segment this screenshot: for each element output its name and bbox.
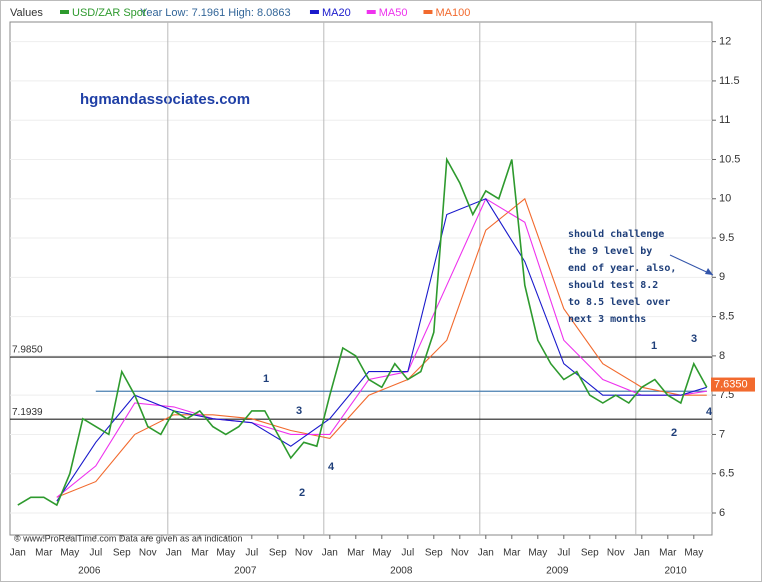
- note-line: end of year. also,: [568, 263, 676, 274]
- arrow-head: [705, 268, 713, 275]
- note-line: next 3 months: [568, 314, 646, 325]
- x-tick-label: Nov: [139, 548, 157, 559]
- y-tick-label: 12: [719, 36, 731, 48]
- y-tick-label: 9.5: [719, 232, 734, 244]
- legend-label: USD/ZAR Spot: [72, 7, 146, 19]
- x-tick-label: Mar: [191, 548, 209, 559]
- x-tick-label: May: [216, 548, 235, 559]
- reference-label: 7.1939: [12, 407, 43, 418]
- wave-label: 1: [651, 340, 657, 352]
- x-tick-label: May: [60, 548, 79, 559]
- header-note: Year Low: 7.1961 High: 8.0863: [140, 7, 291, 19]
- legend-label: MA100: [435, 7, 470, 19]
- x-tick-label: Jan: [10, 548, 26, 559]
- y-tick-label: 8.5: [719, 311, 734, 323]
- x-tick-label: Mar: [347, 548, 365, 559]
- legend-swatch: [309, 10, 319, 14]
- x-tick-label: Sep: [581, 548, 599, 559]
- x-tick-label: Jul: [401, 548, 414, 559]
- wave-label: 4: [328, 461, 335, 473]
- x-tick-label: May: [684, 548, 703, 559]
- x-tick-label: Jan: [166, 548, 182, 559]
- y-tick-label: 11.5: [719, 75, 740, 87]
- x-tick-label: Jan: [634, 548, 650, 559]
- y-tick-label: 11: [719, 114, 730, 126]
- plot-area: [9, 21, 713, 536]
- y-tick-label: 10.5: [719, 153, 740, 165]
- y-tick-label: 10: [719, 193, 731, 205]
- ma-line: [56, 197, 707, 498]
- x-tick-label: Mar: [503, 548, 521, 559]
- reference-label: 7.9850: [12, 345, 43, 356]
- year-label: 2009: [546, 566, 569, 577]
- y-tick-label: 7.5: [719, 389, 734, 401]
- note-line: to 8.5 level over: [568, 297, 670, 308]
- y-tick-label: 6: [719, 507, 725, 519]
- wave-label: 2: [671, 427, 677, 439]
- header-title: Values: [10, 7, 43, 19]
- x-tick-label: Sep: [269, 548, 287, 559]
- year-label: 2006: [78, 566, 101, 577]
- year-label: 2007: [234, 566, 257, 577]
- x-tick-label: Sep: [113, 548, 131, 559]
- y-tick-label: 7: [719, 428, 725, 440]
- x-tick-label: Jul: [89, 548, 102, 559]
- note-line: should test 8.2: [568, 280, 658, 291]
- x-tick-label: Jan: [478, 548, 494, 559]
- price-line: [17, 156, 708, 507]
- x-tick-label: Nov: [607, 548, 625, 559]
- x-tick-label: Sep: [425, 548, 443, 559]
- year-label: 2010: [664, 566, 687, 577]
- legend-swatch: [60, 10, 69, 14]
- legend-swatch: [366, 10, 376, 14]
- last-value-label: 7.6350: [714, 378, 748, 390]
- x-tick-label: Jul: [245, 548, 258, 559]
- watermark: hgmandassociates.com: [80, 91, 250, 108]
- wave-label: 4: [706, 406, 713, 418]
- legend-label: MA20: [322, 7, 351, 19]
- note-line: the 9 level by: [568, 246, 652, 257]
- note-line: should challenge: [568, 229, 664, 240]
- x-tick-label: Mar: [659, 548, 677, 559]
- year-label: 2008: [390, 566, 413, 577]
- x-tick-label: Mar: [35, 548, 53, 559]
- x-tick-label: May: [372, 548, 391, 559]
- wave-label: 1: [263, 373, 269, 385]
- wave-label: 3: [296, 405, 302, 417]
- note-arrow: [669, 254, 714, 276]
- wave-label: 2: [299, 487, 305, 499]
- wave-label: 3: [691, 333, 697, 345]
- y-tick-label: 8: [719, 350, 725, 362]
- source: © www.ProRealTime.com Data are given as …: [14, 533, 242, 543]
- x-tick-label: Nov: [295, 548, 313, 559]
- last-value-box: [711, 377, 755, 392]
- x-tick-label: Jul: [557, 548, 570, 559]
- x-tick-label: Jan: [322, 548, 338, 559]
- x-tick-label: Nov: [451, 548, 469, 559]
- y-tick-label: 6.5: [719, 468, 734, 480]
- legend-swatch: [423, 10, 433, 14]
- y-tick-label: 9: [719, 271, 725, 283]
- legend-label: MA50: [379, 7, 408, 19]
- x-tick-label: May: [528, 548, 547, 559]
- ma-line: [56, 198, 707, 502]
